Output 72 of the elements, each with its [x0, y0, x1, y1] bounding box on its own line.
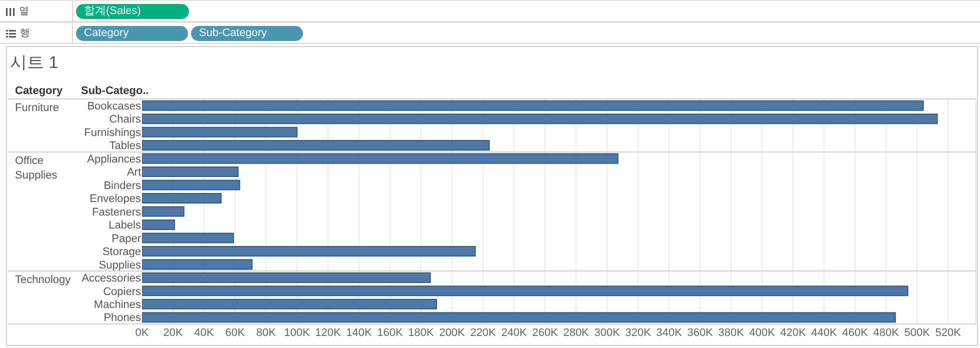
- text: Category: [15, 85, 64, 97]
- x-tick-label: 480K: [873, 327, 900, 339]
- bar: [142, 166, 239, 178]
- x-tick-label: 300K: [594, 327, 621, 339]
- y-tick-label: Storage: [102, 246, 141, 258]
- y-tick-label: Appliances: [87, 153, 142, 166]
- x-tick-label: 40K: [194, 327, 214, 339]
- y-tick-label: Furnishings: [84, 126, 142, 139]
- bar: [142, 298, 438, 310]
- bar: [142, 286, 908, 296]
- bar: [142, 219, 176, 230]
- bar: [142, 232, 234, 244]
- text: Technology: [15, 274, 72, 286]
- text: 합계(Sales): [76, 4, 189, 19]
- y-tick-label: Bookcases: [87, 100, 142, 112]
- y-tick-label: Envelopes: [90, 193, 142, 206]
- text: 열: [19, 5, 29, 18]
- x-tick-label: 160K: [377, 327, 404, 339]
- y-tick-label: Tables: [109, 140, 142, 152]
- x-tick-label: 460K: [842, 327, 869, 339]
- bar: [142, 246, 476, 256]
- x-tick-label: 0K: [135, 327, 150, 339]
- bar: [142, 153, 618, 164]
- x-tick-label: 280K: [563, 327, 590, 339]
- bar: [142, 206, 184, 217]
- chart-title: 시트 1: [10, 52, 58, 72]
- bar: [142, 126, 298, 138]
- x-tick-label: 80K: [256, 327, 276, 339]
- bar: [142, 259, 253, 270]
- text: Sub-Category: [191, 26, 303, 41]
- x-tick-label: 380K: [718, 327, 745, 339]
- bar: [142, 193, 222, 204]
- x-tick-label: 120K: [315, 327, 342, 339]
- text: Category: [76, 26, 188, 41]
- y-tick-label: Machines: [94, 299, 142, 311]
- x-tick-label: 60K: [225, 327, 246, 339]
- text: Office Supplies: [15, 155, 58, 182]
- x-tick-label: 500K: [904, 327, 931, 339]
- y-tick-label: Labels: [108, 220, 142, 232]
- x-tick-label: 140K: [346, 327, 373, 339]
- y-tick-label: Phones: [104, 312, 142, 324]
- x-tick-label: 400K: [749, 327, 776, 339]
- y-tick-label: Binders: [104, 180, 142, 192]
- y-tick-label: Chairs: [109, 114, 142, 126]
- x-tick-label: 340K: [656, 327, 683, 339]
- y-axis-title: Sub-Catego..: [81, 85, 149, 97]
- bar: [142, 272, 431, 283]
- y-tick-label: Copiers: [103, 286, 142, 298]
- x-tick-label: 260K: [532, 327, 559, 339]
- x-tick-label: 220K: [470, 327, 497, 339]
- x-tick-label: 360K: [687, 327, 714, 339]
- x-tick-label: 420K: [780, 327, 807, 339]
- x-tick-label: 240K: [501, 327, 528, 339]
- y-tick-label: Paper: [112, 232, 142, 245]
- x-tick-label: 520K: [935, 327, 962, 339]
- y-tick-label: Art: [126, 166, 141, 179]
- x-tick-label: 320K: [625, 327, 652, 339]
- bar: [142, 140, 490, 151]
- bar: [142, 312, 896, 323]
- bar: [142, 180, 240, 190]
- bar: [142, 114, 938, 124]
- bar: [142, 100, 924, 111]
- x-tick-label: 20K: [163, 327, 184, 339]
- x-tick-label: 440K: [811, 327, 838, 339]
- x-tick-label: 180K: [408, 327, 435, 339]
- y-tick-label: Fasteners: [92, 206, 142, 218]
- text: Furniture: [15, 102, 60, 114]
- text: 행: [20, 27, 30, 40]
- y-tick-label: Supplies: [98, 259, 142, 272]
- y-tick-label: Accessories: [82, 272, 142, 285]
- x-tick-label: 100K: [284, 327, 311, 339]
- x-tick-label: 200K: [439, 327, 466, 339]
